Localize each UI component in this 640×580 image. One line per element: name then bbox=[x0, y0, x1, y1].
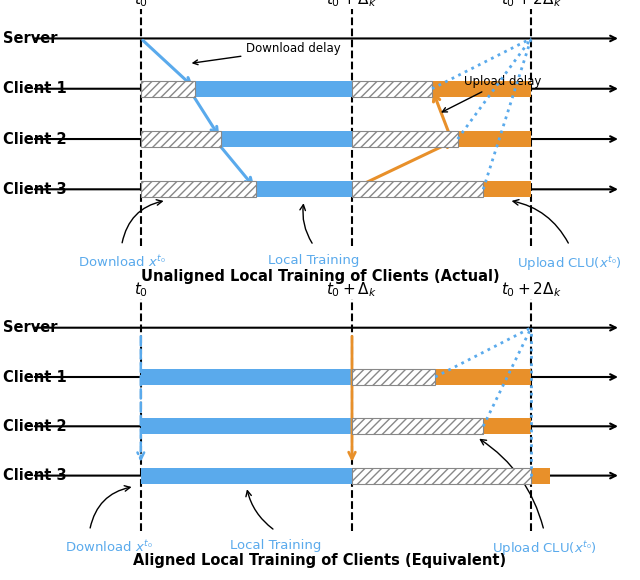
Bar bbox=[141, 418, 352, 434]
Text: Upload CLU$(x^{t_0})$: Upload CLU$(x^{t_0})$ bbox=[517, 255, 622, 273]
Bar bbox=[141, 181, 256, 197]
Text: $t_0 + 2\Delta_k$: $t_0 + 2\Delta_k$ bbox=[501, 280, 561, 299]
Bar bbox=[432, 81, 531, 97]
Text: Aligned Local Training of Clients (Equivalent): Aligned Local Training of Clients (Equiv… bbox=[133, 553, 507, 568]
Text: Download $x^{t_0}$: Download $x^{t_0}$ bbox=[77, 255, 166, 270]
Text: $t_0$: $t_0$ bbox=[134, 280, 148, 299]
Text: Server: Server bbox=[3, 320, 58, 335]
Bar bbox=[195, 81, 352, 97]
Bar bbox=[352, 369, 435, 385]
Bar bbox=[483, 181, 531, 197]
Bar bbox=[483, 418, 531, 434]
Text: Local Training: Local Training bbox=[268, 255, 359, 267]
Bar bbox=[458, 131, 531, 147]
Bar bbox=[221, 131, 352, 147]
Text: Client 1: Client 1 bbox=[3, 81, 67, 96]
Bar bbox=[141, 369, 352, 385]
Bar bbox=[141, 81, 195, 97]
Text: Unaligned Local Training of Clients (Actual): Unaligned Local Training of Clients (Act… bbox=[141, 269, 499, 284]
Bar bbox=[352, 181, 483, 197]
Bar bbox=[352, 418, 483, 434]
Text: Client 2: Client 2 bbox=[3, 419, 67, 434]
Bar bbox=[435, 369, 531, 385]
Bar bbox=[531, 467, 550, 484]
Bar bbox=[256, 181, 352, 197]
Text: Download $x^{t_0}$: Download $x^{t_0}$ bbox=[65, 539, 153, 555]
Text: Local Training: Local Training bbox=[230, 539, 321, 552]
Text: Client 3: Client 3 bbox=[3, 182, 67, 197]
Text: Upload CLU$(x^{t_0})$: Upload CLU$(x^{t_0})$ bbox=[492, 539, 596, 558]
Bar bbox=[352, 81, 432, 97]
Text: Client 3: Client 3 bbox=[3, 468, 67, 483]
Text: Client 2: Client 2 bbox=[3, 132, 67, 147]
Text: $t_0 + \Delta_k$: $t_0 + \Delta_k$ bbox=[326, 280, 378, 299]
Text: Client 1: Client 1 bbox=[3, 369, 67, 385]
Text: $t_0 + \Delta_k$: $t_0 + \Delta_k$ bbox=[326, 0, 378, 9]
Text: Download delay: Download delay bbox=[193, 42, 341, 65]
Bar bbox=[141, 131, 221, 147]
Text: $t_0 + 2\Delta_k$: $t_0 + 2\Delta_k$ bbox=[501, 0, 561, 9]
Text: Upload delay: Upload delay bbox=[442, 75, 541, 112]
Text: Server: Server bbox=[3, 31, 58, 46]
Bar bbox=[352, 467, 531, 484]
Text: $t_0$: $t_0$ bbox=[134, 0, 148, 9]
Bar bbox=[352, 131, 458, 147]
Bar bbox=[141, 467, 352, 484]
